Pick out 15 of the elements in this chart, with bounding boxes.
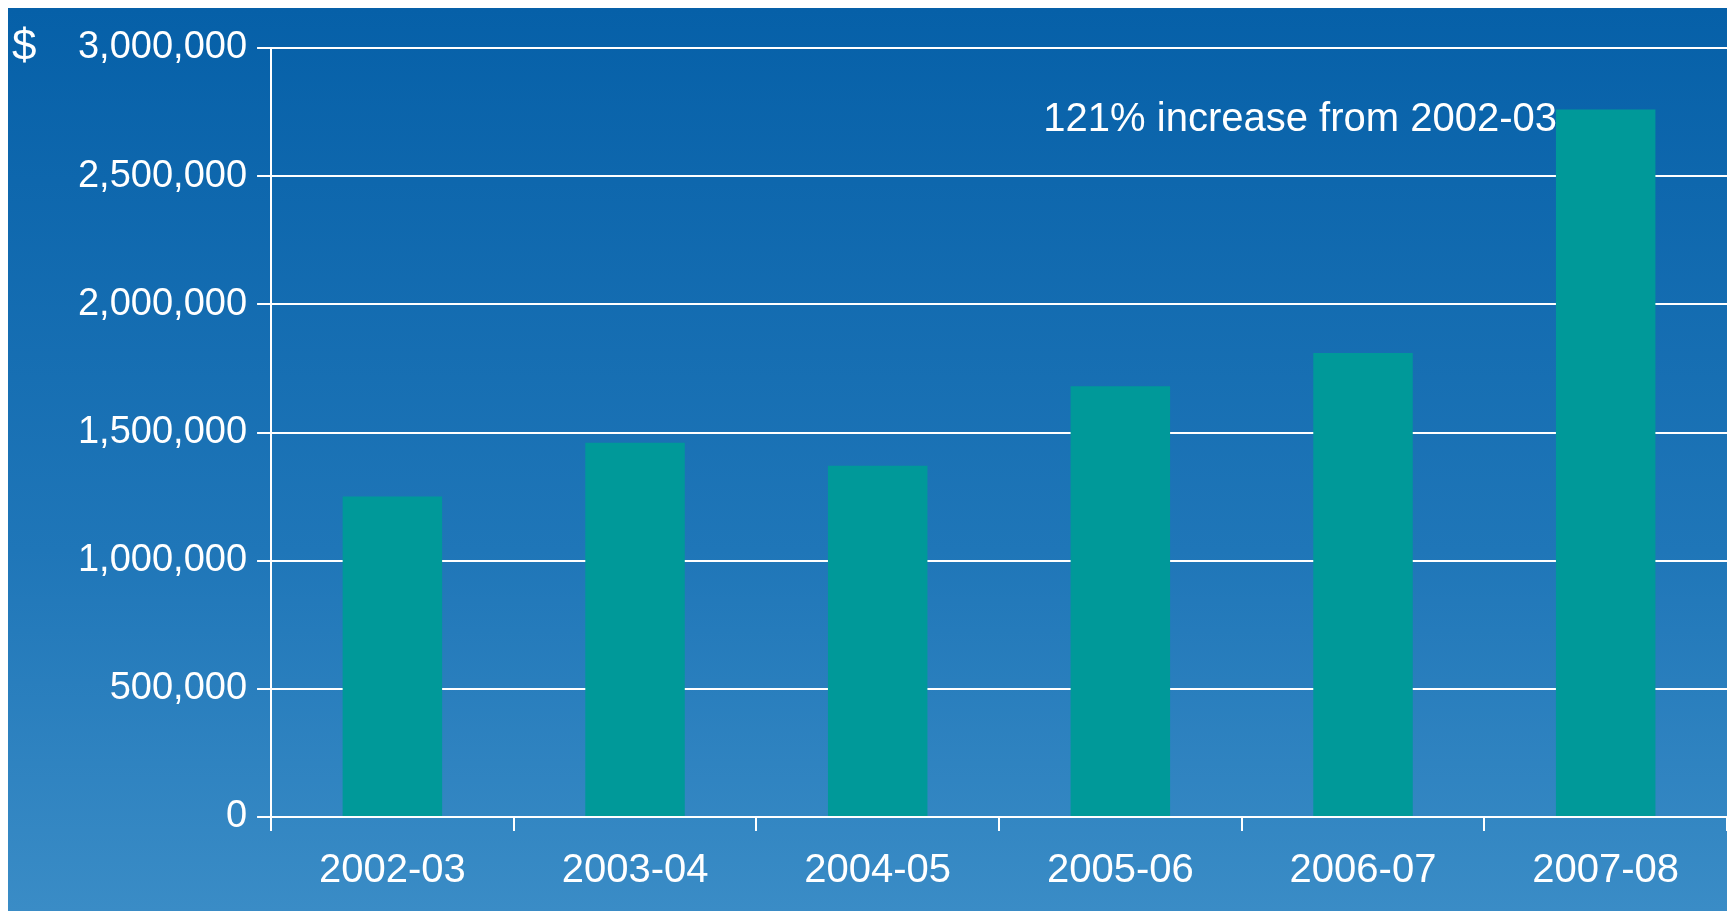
annotation: 121% increase from 2002-03 [1043,95,1557,140]
x-tick-label: 2003-04 [561,846,709,891]
y-tick-label: 1,000,000 [77,537,248,580]
y-tick-label: 1,500,000 [77,408,248,451]
y-tick-label: 2,000,000 [77,280,248,323]
x-tick-label: 2002-03 [318,846,466,891]
y-tick-label: 0 [225,793,248,836]
y-tick-label: 2,500,000 [77,152,248,195]
y-tick-label: 3,000,000 [77,24,248,67]
x-tick-label: 2004-05 [804,846,952,891]
y-axis-title: $ [12,20,37,70]
y-tick-label: 500,000 [109,665,248,708]
x-tick-label: 2006-07 [1289,846,1437,891]
x-tick-label: 2005-06 [1046,846,1194,891]
x-tick-label: 2007-08 [1532,846,1680,891]
